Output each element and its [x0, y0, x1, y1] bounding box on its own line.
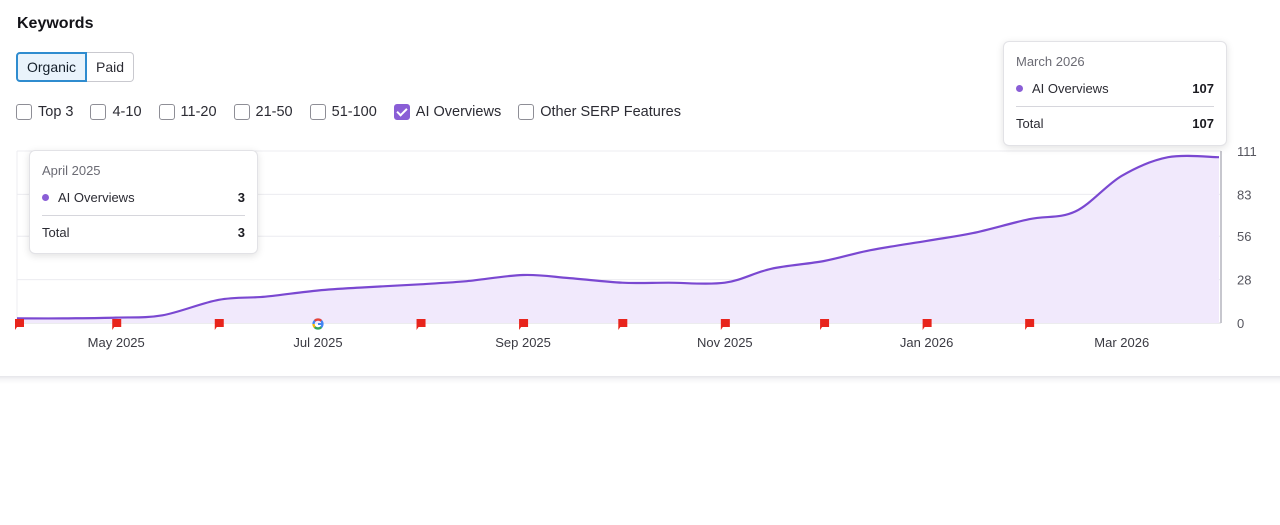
red-flag-icon[interactable]: [15, 319, 24, 330]
filter-21-50[interactable]: 21-50: [233, 104, 293, 120]
keywords-trend-chart[interactable]: 0 28 56 83 111 May 2025 Jul 2025 Sep 2025 Nov 2…: [0, 130, 1280, 362]
filter-label: Other SERP Features: [540, 104, 681, 120]
x-tick-label: May 2025: [88, 335, 145, 350]
red-flag-icon[interactable]: [720, 319, 730, 330]
tooltip-march-2026: March 2026 AI Overviews 107 Total 107: [1003, 41, 1227, 146]
tooltip-total-label: Total: [1016, 116, 1044, 131]
filter-other-serp-features[interactable]: Other SERP Features: [518, 104, 681, 120]
x-tick-label: Mar 2026: [1094, 335, 1149, 350]
tooltip-total-row: Total 3: [42, 225, 245, 241]
google-icon[interactable]: [312, 318, 324, 330]
series-dot-icon: [1016, 84, 1023, 92]
tooltip-series-name: AI Overviews: [1032, 80, 1109, 96]
x-tick-label: Jul 2025: [293, 335, 342, 350]
paid-button[interactable]: Paid: [87, 52, 135, 82]
x-tick-label: Sep 2025: [495, 335, 551, 350]
red-flag-icon[interactable]: [820, 319, 830, 330]
tooltip-total-label: Total: [42, 225, 70, 240]
checkbox[interactable]: [90, 104, 107, 120]
x-tick-label: Nov 2025: [697, 335, 753, 350]
series-line-ai-overviews[interactable]: [16, 154, 1220, 320]
filter-top-3[interactable]: Top 3: [16, 104, 73, 120]
tooltip-divider: [1016, 106, 1214, 107]
y-tick-label: 28: [1237, 273, 1251, 288]
tooltip-april-2025: April 2025 AI Overviews 3 Total 3: [29, 150, 258, 254]
y-tick-label: 56: [1237, 229, 1251, 244]
red-flag-icon[interactable]: [416, 319, 426, 330]
area-fill-ai-overviews: [17, 155, 1219, 323]
tooltip-series-value: 107: [1192, 80, 1214, 96]
tooltip-series-row: AI Overviews 3: [42, 189, 245, 205]
red-flag-icon[interactable]: [618, 319, 628, 330]
tooltip-series-row: AI Overviews 107: [1016, 80, 1214, 96]
checkbox[interactable]: [309, 104, 326, 120]
filter-ai-overviews[interactable]: AI Overviews: [393, 104, 502, 120]
filter-label: Top 3: [38, 104, 74, 120]
checkbox[interactable]: [158, 104, 175, 120]
y-tick-label: 111: [1237, 144, 1257, 159]
tooltip-total-row: Total 107: [1016, 116, 1214, 132]
filter-label: AI Overviews: [415, 104, 502, 120]
red-flag-icon[interactable]: [922, 319, 932, 330]
red-flag-icon[interactable]: [1025, 319, 1035, 330]
red-flag-icon[interactable]: [519, 319, 529, 330]
tooltip-total-value: 3: [237, 225, 245, 240]
filter-label: 21-50: [255, 104, 293, 120]
y-axis: 0 28 56 83 111: [1237, 144, 1257, 331]
organic-paid-toggle: Organic Paid: [16, 52, 135, 82]
position-filters: Top 3 4-10 11-20 21-50 51-100 AI Overvie…: [16, 102, 698, 122]
organic-button[interactable]: Organic: [16, 52, 88, 82]
tooltip-series-name: AI Overviews: [58, 189, 135, 205]
event-markers: [15, 318, 1035, 330]
checkbox[interactable]: [16, 104, 32, 120]
checkbox[interactable]: [233, 104, 250, 120]
filter-label: 11-20: [180, 104, 217, 120]
filter-label: 51-100: [331, 104, 377, 120]
y-tick-label: 0: [1237, 316, 1244, 331]
card-shadow: [0, 376, 1280, 384]
filter-11-20[interactable]: 11-20: [158, 104, 217, 120]
x-axis: May 2025 Jul 2025 Sep 2025 Nov 2025 Jan 2026…: [88, 335, 1150, 350]
tooltip-divider: [42, 215, 245, 216]
y-tick-label: 83: [1237, 187, 1251, 202]
tooltip-total-value: 107: [1192, 116, 1214, 131]
section-title: Keywords: [17, 15, 94, 32]
checkbox[interactable]: [393, 104, 410, 120]
x-tick-label: Jan 2026: [900, 335, 954, 350]
keywords-card: Keywords Organic Paid Top 3 4-10 11-20 2…: [0, 0, 1280, 378]
series-dot-icon: [42, 193, 49, 201]
tooltip-series-value: 3: [237, 189, 245, 205]
red-flag-icon[interactable]: [214, 319, 224, 330]
red-flag-icon[interactable]: [112, 319, 122, 330]
checkbox[interactable]: [518, 104, 535, 120]
tooltip-period: April 2025: [42, 163, 101, 178]
tooltip-period: March 2026: [1016, 54, 1085, 69]
filter-label: 4-10: [112, 104, 142, 120]
filter-51-100[interactable]: 51-100: [309, 104, 377, 120]
filter-4-10[interactable]: 4-10: [90, 104, 142, 120]
